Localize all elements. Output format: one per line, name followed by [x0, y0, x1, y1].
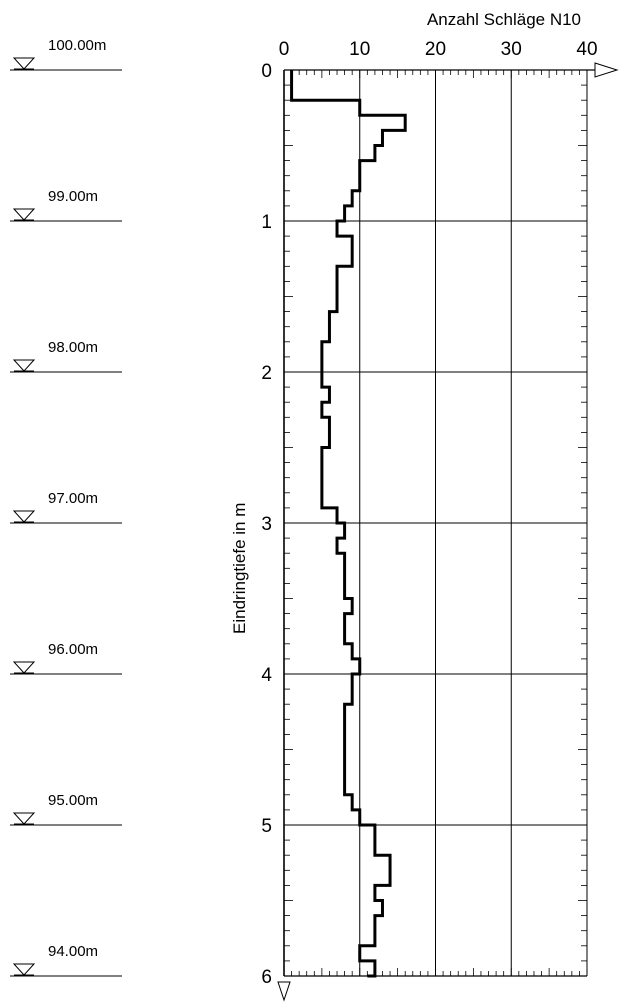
x-tick-label: 20 [425, 39, 446, 60]
x-tick-label: 0 [279, 39, 290, 60]
y-axis-arrow-icon [277, 981, 291, 1002]
elevation-label: 98.00m [48, 339, 98, 356]
elevation-label: 99.00m [48, 188, 98, 205]
series-line [290, 70, 407, 978]
x-axis-label: Anzahl Schläge N10 [427, 10, 581, 29]
elevation-label: 95.00m [48, 792, 98, 809]
y-tick-label: 4 [261, 665, 272, 686]
elevation-marker-icon [12, 208, 36, 221]
x-tick-label: 40 [576, 39, 597, 60]
y-tick-label: 6 [261, 967, 272, 988]
tick-labels: 0 10 20 30 40 0 1 2 3 4 5 6 [261, 39, 597, 988]
series-layer [290, 70, 407, 978]
elevation-label: 96.00m [48, 641, 98, 658]
elevation-label: 94.00m [48, 943, 98, 960]
grid [277, 62, 619, 1002]
elevation-marker-icon [12, 57, 36, 70]
elevation-scale: 100.00m 99.00m 98.00m 97.00m 96.00m 95.00m 94.… [10, 37, 122, 977]
x-tick-label: 30 [501, 39, 522, 60]
y-tick-label: 5 [261, 816, 272, 837]
y-tick-label: 3 [261, 514, 272, 535]
elevation-marker-icon [12, 812, 36, 825]
x-axis-arrow-icon [594, 62, 619, 78]
y-tick-label: 1 [261, 212, 272, 233]
elevation-label: 97.00m [48, 490, 98, 507]
y-axis-label: Eindringtiefe in m [230, 503, 249, 634]
elevation-marker-icon [12, 963, 36, 976]
x-tick-label: 10 [349, 39, 370, 60]
elevation-marker-icon [12, 510, 36, 523]
y-tick-label: 0 [261, 61, 272, 82]
elevation-marker-icon [12, 359, 36, 372]
elevation-label: 100.00m [48, 37, 106, 54]
y-tick-label: 2 [261, 363, 272, 384]
elevation-marker-icon [12, 661, 36, 674]
